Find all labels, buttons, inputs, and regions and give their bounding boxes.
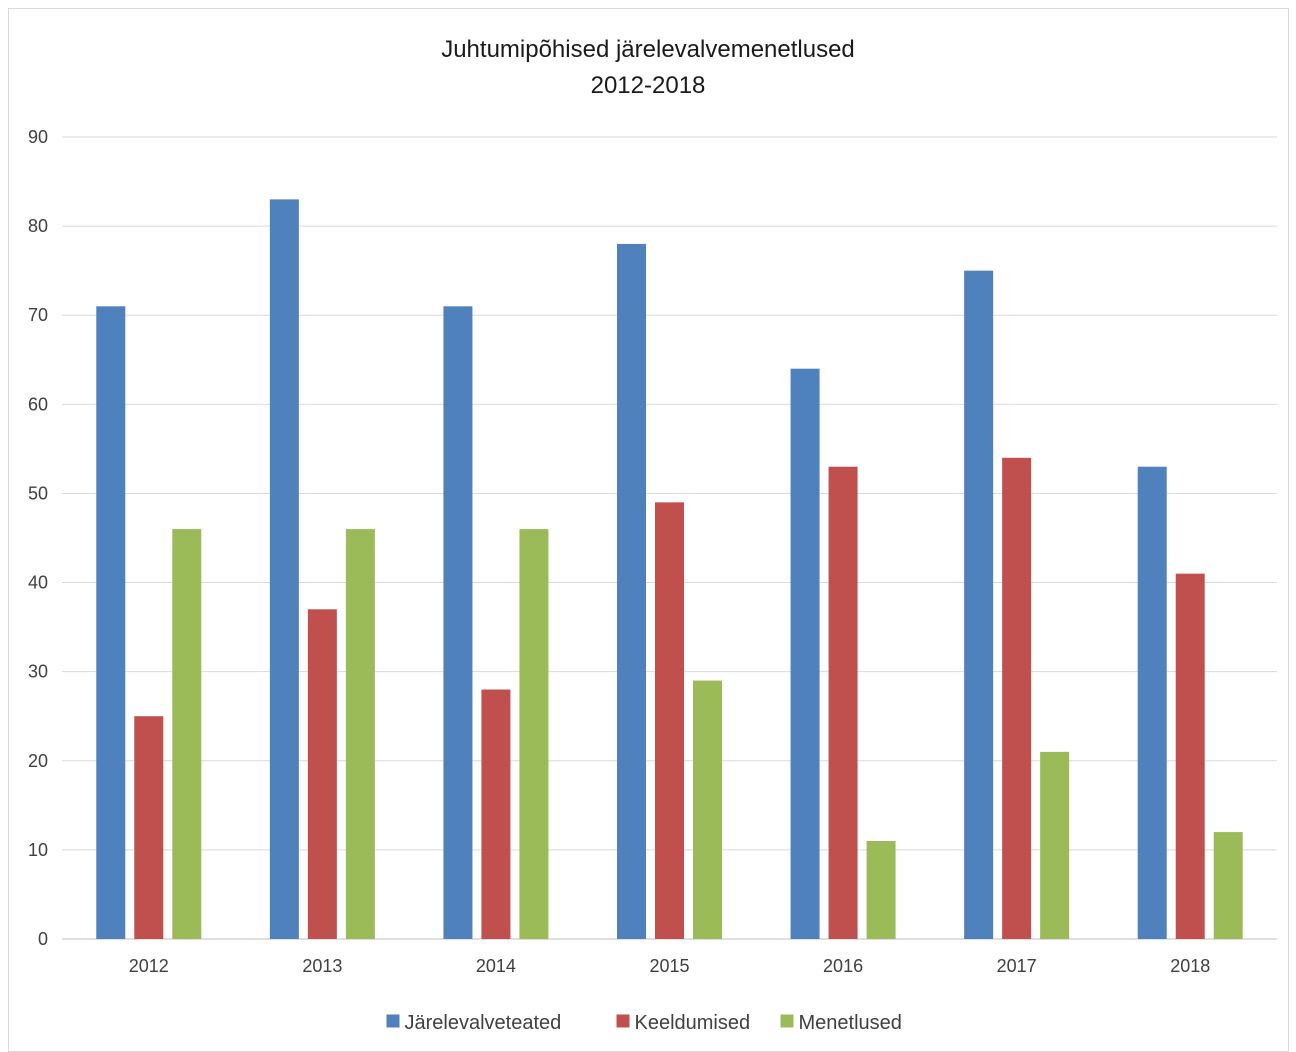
y-tick-label: 30 — [28, 662, 48, 682]
chart-frame — [8, 8, 1289, 1052]
legend-swatch — [616, 1014, 630, 1028]
bars — [96, 199, 1243, 940]
bar-menetlused-2013 — [345, 529, 375, 939]
x-tick-label: 2012 — [129, 956, 169, 976]
legend-swatch — [386, 1014, 400, 1028]
bar-keeldumised-2017 — [1002, 457, 1032, 939]
bar-keeldumised-2018 — [1175, 573, 1205, 939]
x-tick-label: 2016 — [823, 956, 863, 976]
x-tick-label: 2017 — [997, 956, 1037, 976]
x-tick-label: 2018 — [1170, 956, 1210, 976]
bar-j-relevalveteated-2016 — [790, 368, 820, 939]
x-axis-ticks: 2012 2013 2014 2015 2016 2017 2018 — [129, 956, 1210, 976]
y-tick-label: 0 — [38, 929, 48, 949]
bar-menetlused-2018 — [1213, 832, 1243, 939]
bar-keeldumised-2013 — [307, 609, 337, 939]
y-tick-label: 10 — [28, 840, 48, 860]
bar-menetlused-2017 — [1040, 751, 1070, 939]
bar-j-relevalveteated-2017 — [964, 270, 994, 940]
bar-j-relevalveteated-2018 — [1137, 466, 1167, 939]
x-tick-label: 2013 — [302, 956, 342, 976]
bar-keeldumised-2016 — [828, 466, 858, 939]
bar-menetlused-2015 — [693, 680, 722, 939]
bar-keeldumised-2015 — [655, 502, 684, 939]
legend-label: Menetlused — [799, 1012, 902, 1034]
chart-title: Juhtumipõhised järelevalvemenetlused — [441, 36, 855, 63]
y-tick-label: 40 — [28, 573, 48, 593]
legend-label: Järelevalveteated — [405, 1012, 562, 1034]
y-tick-label: 70 — [28, 305, 48, 325]
y-tick-label: 60 — [28, 394, 48, 414]
y-axis-ticks: 0 10 20 30 40 50 60 70 80 90 — [28, 127, 48, 949]
y-tick-label: 50 — [28, 483, 48, 503]
bar-keeldumised-2014 — [481, 689, 511, 939]
y-tick-label: 20 — [28, 751, 48, 771]
x-tick-label: 2015 — [649, 956, 689, 976]
y-tick-label: 80 — [28, 216, 48, 236]
legend-label: Keeldumised — [635, 1012, 751, 1034]
bar-menetlused-2016 — [866, 840, 896, 939]
bar-j-relevalveteated-2013 — [269, 199, 299, 939]
bar-menetlused-2012 — [172, 529, 202, 939]
legend: Järelevalveteated Keeldumised Menetlused — [386, 1012, 902, 1034]
chart-subtitle: 2012-2018 — [590, 72, 706, 99]
bar-menetlused-2014 — [519, 529, 549, 939]
x-tick-label: 2014 — [476, 956, 516, 976]
legend-swatch — [780, 1014, 794, 1028]
y-tick-label: 90 — [28, 127, 48, 147]
bar-keeldumised-2012 — [134, 716, 164, 939]
bar-j-relevalveteated-2015 — [617, 243, 646, 939]
bar-j-relevalveteated-2012 — [96, 306, 126, 939]
bar-j-relevalveteated-2014 — [443, 306, 473, 939]
